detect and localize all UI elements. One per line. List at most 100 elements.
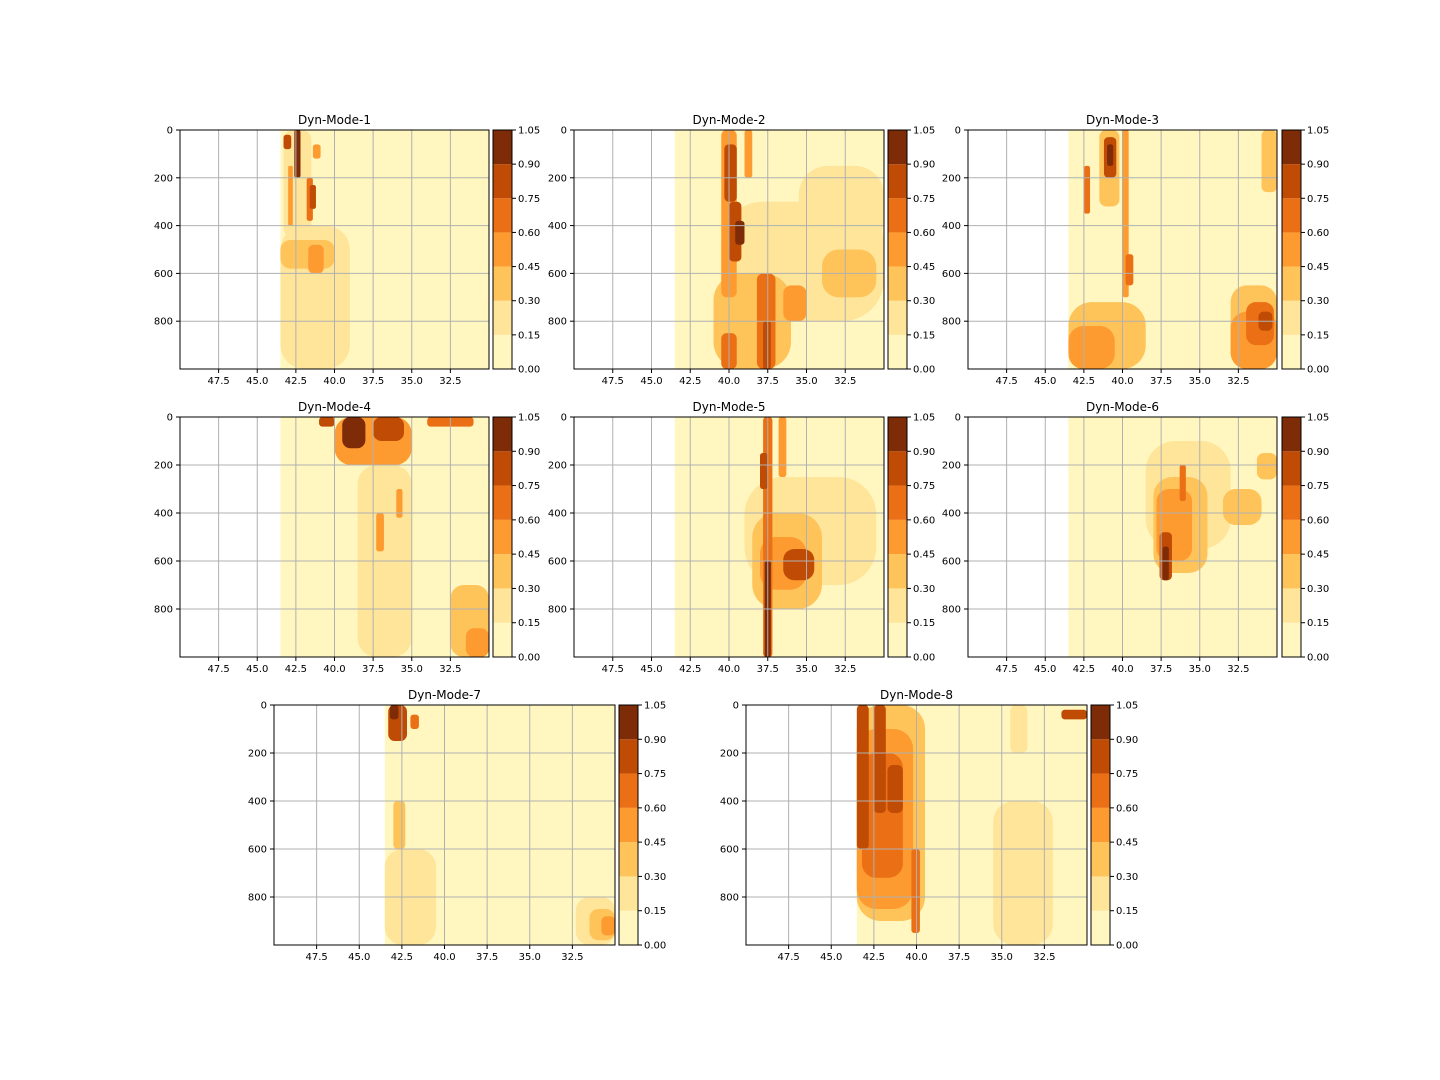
colorbar-band [619, 773, 638, 808]
colorbar-band [1091, 910, 1110, 945]
colorbar-tick-label: 0.15 [913, 618, 935, 629]
colorbar-band [493, 622, 512, 657]
colorbar-tick-label: 0.30 [1307, 296, 1329, 307]
colorbar-band [1282, 519, 1301, 555]
x-tick-label: 32.5 [439, 664, 461, 675]
panel-6: 47.5 45.0 42.5 40.0 37.5 35.0 32.5 0 200 400 600 80… [942, 400, 1329, 675]
colorbar-tick-label: 0.30 [644, 872, 666, 883]
colorbar-tick-label: 0.45 [913, 550, 935, 561]
y-tick-label: 0 [733, 701, 739, 712]
data-layer [674, 417, 884, 657]
y-tick-label: 800 [942, 317, 961, 328]
contour-feature [1107, 144, 1114, 166]
colorbar-tick-label: 0.60 [913, 228, 935, 239]
y-tick-label: 800 [248, 893, 267, 904]
x-tick-label: 47.5 [995, 376, 1017, 387]
colorbar-tick-label: 1.05 [913, 126, 935, 137]
colorbar-band [1282, 622, 1301, 657]
y-tick-label: 600 [548, 269, 567, 280]
colorbar-band [1282, 130, 1301, 165]
colorbar-band [619, 807, 638, 843]
colorbar-tick-label: 1.05 [518, 126, 540, 137]
x-tick-label: 35.0 [795, 376, 817, 387]
x-tick-label: 40.0 [323, 376, 345, 387]
colorbar-tick-label: 0.30 [913, 296, 935, 307]
colorbar-tick-label: 1.05 [913, 413, 935, 424]
y-tick-label: 800 [720, 893, 739, 904]
chart-title: Dyn-Mode-5 [693, 400, 766, 414]
chart-title: Dyn-Mode-2 [693, 113, 766, 127]
x-tick-label: 42.5 [1073, 376, 1095, 387]
x-tick-label: 45.0 [246, 376, 268, 387]
colorbar-tick-label: 0.75 [913, 194, 935, 205]
x-tick-label: 45.0 [640, 376, 662, 387]
contour-feature [308, 244, 324, 274]
colorbar-band [493, 130, 512, 165]
chart-title: Dyn-Mode-1 [298, 113, 371, 127]
axes-frame [573, 129, 885, 370]
y-tick-label: 400 [942, 509, 961, 520]
colorbar-tick-label: 0.75 [1307, 481, 1329, 492]
colorbar-frame [492, 129, 513, 370]
x-tick-label: 37.5 [476, 952, 498, 963]
axes-frame [967, 129, 1278, 370]
colorbar-frame [618, 704, 639, 946]
colorbar-tick-label: 0.00 [913, 653, 935, 664]
colorbar-tick-label: 0.60 [518, 515, 540, 526]
y-tick-label: 0 [561, 413, 567, 424]
colorbar-band [619, 910, 638, 945]
x-tick-label: 45.0 [246, 664, 268, 675]
x-tick-label: 47.5 [602, 664, 624, 675]
colorbar-band [493, 334, 512, 369]
x-tick-label: 35.0 [401, 664, 423, 675]
colorbar-band [1282, 232, 1301, 267]
y-tick-label: 0 [167, 126, 173, 137]
panel-1: 47.5 45.0 42.5 40.0 37.5 35.0 32.5 0 200 400 600 80… [154, 113, 540, 387]
colorbar-tick-label: 0.45 [644, 838, 666, 849]
y-tick-label: 0 [561, 126, 567, 137]
y-tick-label: 800 [154, 605, 173, 616]
y-tick-label: 600 [720, 845, 739, 856]
colorbar-tick-label: 0.30 [1116, 872, 1138, 883]
x-tick-label: 35.0 [991, 952, 1013, 963]
y-tick-label: 400 [248, 797, 267, 808]
y-tick-label: 0 [167, 413, 173, 424]
colorbar-tick-label: 1.05 [518, 413, 540, 424]
colorbar-band [888, 198, 907, 233]
contour-feature [778, 417, 787, 477]
colorbar-band [888, 485, 907, 520]
contour-feature [783, 285, 807, 322]
y-tick-label: 600 [248, 845, 267, 856]
data-layer [856, 705, 1087, 945]
colorbar: 0.00 0.15 0.30 0.45 0.60 0.75 0.90 1.05 [618, 701, 666, 952]
colorbar-band [1282, 417, 1301, 452]
colorbar-tick-label: 0.15 [518, 330, 540, 341]
contour-feature [312, 144, 321, 159]
colorbar-tick-label: 0.15 [1116, 906, 1138, 917]
x-tick-label: 32.5 [561, 952, 583, 963]
x-tick-label: 42.5 [863, 952, 885, 963]
x-tick-label: 47.5 [995, 664, 1017, 675]
colorbar-band [888, 588, 907, 623]
y-tick-label: 200 [942, 173, 961, 184]
x-tick-label: 35.0 [519, 952, 541, 963]
colorbar-tick-label: 0.75 [1307, 194, 1329, 205]
chart-title: Dyn-Mode-6 [1086, 400, 1159, 414]
colorbar-tick-label: 0.00 [1307, 365, 1329, 376]
colorbar-tick-label: 0.45 [1307, 550, 1329, 561]
colorbar-tick-label: 0.75 [518, 481, 540, 492]
colorbar-band [493, 164, 512, 199]
contour-feature [389, 705, 399, 720]
y-tick-label: 400 [720, 797, 739, 808]
colorbar-tick-label: 0.45 [1307, 262, 1329, 273]
y-tick-label: 400 [548, 509, 567, 520]
x-tick-label: 45.0 [640, 664, 662, 675]
colorbar-band [888, 554, 907, 589]
colorbar-tick-label: 0.15 [518, 618, 540, 629]
x-tick-label: 40.0 [1111, 664, 1133, 675]
colorbar-tick-label: 1.05 [1307, 413, 1329, 424]
colorbar-tick-label: 1.05 [644, 701, 666, 712]
colorbar-band [888, 519, 907, 555]
colorbar-tick-label: 0.15 [644, 906, 666, 917]
